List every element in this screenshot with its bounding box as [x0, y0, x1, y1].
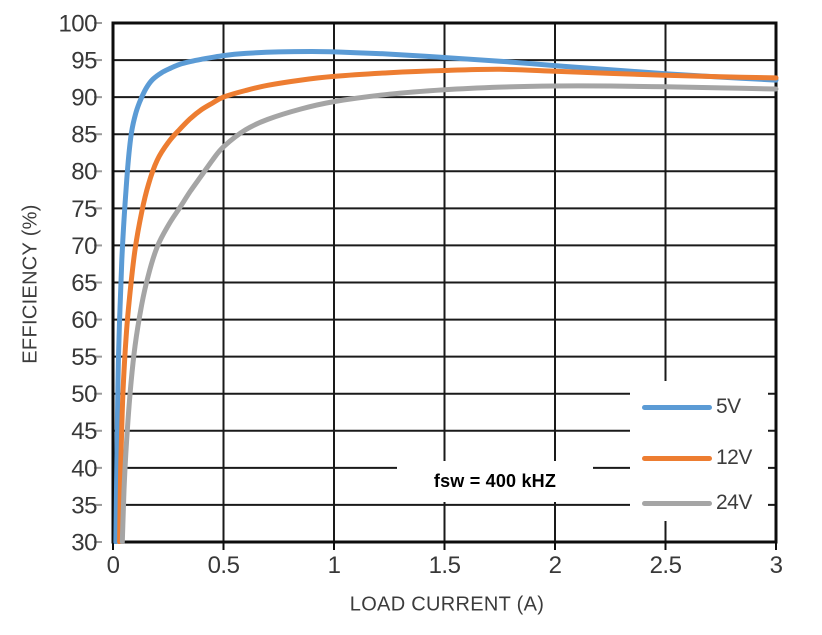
y-tick-label: 40 [71, 455, 97, 482]
y-tick-label: 60 [71, 307, 97, 334]
y-tick-label: 65 [71, 270, 97, 297]
y-tick-label: 75 [71, 196, 97, 223]
x-tick-label: 0 [107, 552, 120, 579]
legend-line-sample-5v [642, 404, 712, 410]
y-tick-label: 85 [71, 122, 97, 149]
y-tick-label: 50 [71, 381, 97, 408]
legend-item-12v: 12V [642, 446, 752, 470]
y-tick-label: 45 [71, 418, 97, 445]
y-tick-label: 55 [71, 344, 97, 371]
legend-line-sample-12v [642, 455, 712, 461]
legend-label-12v: 12V [716, 446, 752, 469]
x-tick-label: 3 [770, 552, 783, 579]
x-tick-label: 2 [549, 552, 562, 579]
legend-item-5v: 5V [642, 395, 741, 419]
x-axis-title: LOAD CURRENT (A) [349, 593, 545, 616]
legend-label-24v: 24V [716, 491, 752, 514]
y-tick-label: 70 [71, 233, 97, 260]
y-tick-label: 90 [71, 85, 97, 112]
series-line-24v [119, 83, 779, 544]
x-tick-label: 0.5 [208, 552, 240, 579]
x-tick-label: 2.5 [650, 552, 682, 579]
y-tick-label: 35 [71, 492, 97, 519]
legend: 5V 12V 24V [630, 381, 768, 521]
legend-line-sample-24v [642, 500, 712, 506]
legend-item-24v: 24V [642, 491, 752, 515]
plot-border [111, 21, 778, 544]
y-tick-label: 30 [71, 529, 97, 556]
legend-label-5v: 5V [716, 395, 741, 418]
series-line-5v [113, 49, 779, 544]
y-tick-label: 95 [71, 47, 97, 74]
x-tick-label: 1.5 [429, 552, 461, 579]
x-tick-label: 1 [328, 552, 341, 579]
y-tick-label: 100 [58, 10, 97, 37]
y-tick-label: 80 [71, 159, 97, 186]
series-line-12v [117, 66, 779, 544]
y-axis-title: EFFICIENCY (%) [19, 204, 42, 364]
annotation-fsw: fsw = 400 kHZ [397, 461, 593, 502]
